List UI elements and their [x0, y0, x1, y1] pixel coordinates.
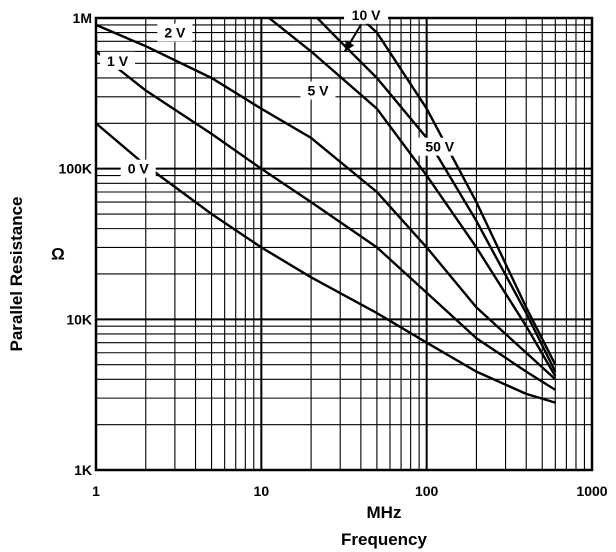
x-tick-label: 1: [92, 483, 100, 499]
x-tick-label: 100: [415, 483, 439, 499]
series-line-2v: [96, 23, 557, 381]
series-label-50v: 50 V: [425, 139, 454, 155]
x-tick-label: 1000: [576, 483, 607, 499]
series-label-background: [300, 81, 336, 100]
series-label-background: [157, 23, 193, 42]
series-label-background: [120, 159, 156, 178]
y-axis-unit: Ω: [51, 244, 65, 263]
y-tick-label: 10K: [66, 311, 92, 327]
x-axis-unit: MHz: [367, 503, 402, 522]
series-line-1v: [96, 50, 556, 391]
y-tick-label: 1M: [73, 10, 92, 26]
x-tick-labels: 1 10 100 1000: [92, 483, 608, 499]
series-label-background: [344, 5, 389, 24]
series-line-0v: [96, 122, 556, 404]
series-label-1v: 1 V: [107, 53, 129, 69]
series-label-2v: 2 V: [164, 25, 186, 41]
grid: [96, 18, 592, 470]
series-line-5v: [267, 18, 557, 377]
y-tick-label: 100K: [59, 161, 92, 177]
y-tick-labels: 1K 10K 100K 1M: [59, 10, 92, 478]
y-tick-label: 1K: [74, 462, 92, 478]
series-label-0v: 0 V: [128, 161, 150, 177]
series-label-background: [100, 51, 136, 70]
series-label-background: [417, 137, 462, 156]
series-lines: [96, 18, 557, 404]
series-label-10v: 10 V: [352, 7, 381, 23]
x-axis-label: Frequency: [341, 530, 428, 549]
plot-frame: [94, 16, 594, 472]
series-labels: 0 V 1 V 2 V 5 V 10 V 50 V: [100, 5, 462, 178]
x-tick-label: 10: [254, 483, 270, 499]
series-label-10v-arrow-head: [344, 40, 355, 52]
series-label-5v: 5 V: [307, 83, 329, 99]
y-axis-label: Parallel Resistance: [7, 197, 26, 352]
